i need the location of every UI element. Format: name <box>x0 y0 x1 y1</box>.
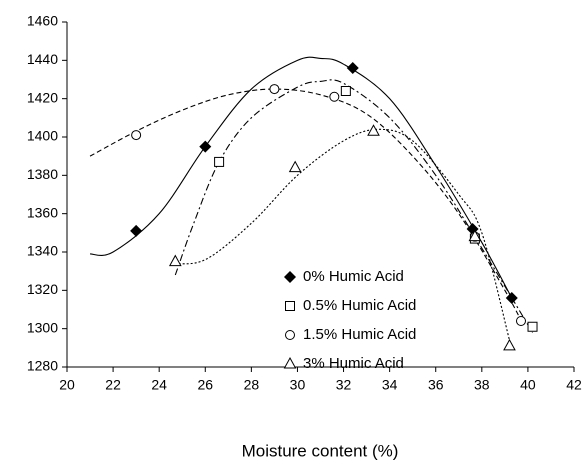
legend-label: 0% Humic Acid <box>303 268 404 285</box>
marker <box>468 229 482 242</box>
marker <box>367 124 380 136</box>
marker <box>131 130 142 141</box>
marker <box>340 86 351 96</box>
x-tick-label: 20 <box>59 377 75 393</box>
legend-label: 3% Humic Acid <box>303 355 404 372</box>
x-tick-label: 26 <box>197 377 213 393</box>
x-tick-label: 34 <box>382 377 398 393</box>
x-tick-label: 22 <box>105 377 121 393</box>
trend-line <box>90 56 513 299</box>
x-tick-label: 28 <box>244 377 260 393</box>
x-tick-label: 30 <box>290 377 306 393</box>
marker <box>130 224 143 237</box>
trend-line <box>89 88 524 326</box>
marker <box>214 156 225 167</box>
x-tick-label: 32 <box>336 377 352 393</box>
marker <box>283 356 297 369</box>
trend-line <box>174 79 533 333</box>
y-tick-label: 1420 <box>27 89 58 105</box>
y-tick-label: 1380 <box>27 166 58 182</box>
marker <box>285 330 295 340</box>
marker <box>269 84 280 95</box>
y-tick-label: 1340 <box>27 243 58 259</box>
marker <box>199 140 212 153</box>
y-tick-label: 1300 <box>27 319 58 335</box>
y-tick-label: 1360 <box>27 204 58 220</box>
marker <box>288 160 302 173</box>
marker <box>285 301 295 311</box>
marker <box>503 338 516 351</box>
x-tick-label: 38 <box>474 377 490 393</box>
y-tick-label: 1400 <box>27 128 58 144</box>
y-tick-label: 1280 <box>27 358 58 374</box>
trend-line <box>170 128 511 341</box>
marker <box>284 271 296 283</box>
y-tick-label: 1320 <box>27 281 58 297</box>
legend-label: 0.5% Humic Acid <box>303 297 416 314</box>
x-tick-label: 42 <box>566 377 582 393</box>
legend-label: 1.5% Humic Acid <box>303 326 416 343</box>
y-tick-label: 1460 <box>27 13 58 29</box>
x-tick-label: 24 <box>151 377 167 393</box>
marker <box>505 292 518 304</box>
marker <box>527 321 538 332</box>
marker <box>515 316 526 326</box>
marker <box>346 62 359 74</box>
marker <box>329 91 340 102</box>
x-tick-label: 36 <box>428 377 444 393</box>
x-tick-label: 40 <box>520 377 536 393</box>
marker <box>168 254 182 267</box>
y-tick-label: 1440 <box>27 51 58 67</box>
x-axis-label: Moisture content (%) <box>242 441 399 460</box>
